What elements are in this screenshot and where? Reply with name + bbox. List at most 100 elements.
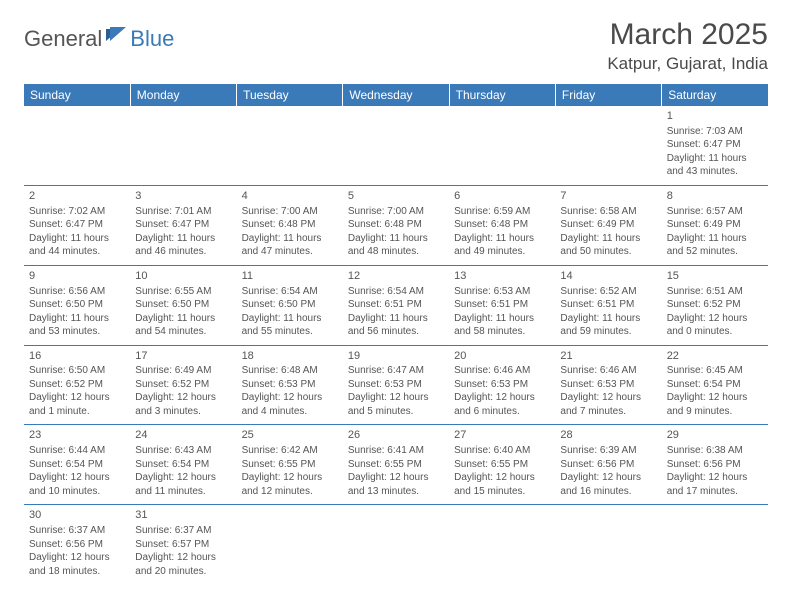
calendar-cell: 27Sunrise: 6:40 AMSunset: 6:55 PMDayligh… xyxy=(449,425,555,505)
logo: General Blue xyxy=(24,26,174,52)
sunrise-line: Sunrise: 6:41 AM xyxy=(348,444,444,458)
calendar-cell: 20Sunrise: 6:46 AMSunset: 6:53 PMDayligh… xyxy=(449,345,555,425)
sunset-line: Sunset: 6:49 PM xyxy=(667,218,763,232)
daylight-line: Daylight: 11 hours and 48 minutes. xyxy=(348,232,444,259)
sunset-line: Sunset: 6:52 PM xyxy=(667,298,763,312)
sunrise-line: Sunrise: 6:47 AM xyxy=(348,364,444,378)
calendar-cell: 4Sunrise: 7:00 AMSunset: 6:48 PMDaylight… xyxy=(237,185,343,265)
day-number: 31 xyxy=(135,508,231,523)
sunrise-line: Sunrise: 6:52 AM xyxy=(560,285,656,299)
sunrise-line: Sunrise: 6:56 AM xyxy=(29,285,125,299)
sunset-line: Sunset: 6:55 PM xyxy=(348,458,444,472)
location-label: Katpur, Gujarat, India xyxy=(607,54,768,74)
calendar-cell xyxy=(555,106,661,185)
daylight-line: Daylight: 11 hours and 52 minutes. xyxy=(667,232,763,259)
day-number: 24 xyxy=(135,428,231,443)
calendar-cell: 7Sunrise: 6:58 AMSunset: 6:49 PMDaylight… xyxy=(555,185,661,265)
daylight-line: Daylight: 12 hours and 17 minutes. xyxy=(667,471,763,498)
day-number: 21 xyxy=(560,349,656,364)
sunrise-line: Sunrise: 6:39 AM xyxy=(560,444,656,458)
calendar-cell: 16Sunrise: 6:50 AMSunset: 6:52 PMDayligh… xyxy=(24,345,130,425)
day-number: 16 xyxy=(29,349,125,364)
daylight-line: Daylight: 12 hours and 12 minutes. xyxy=(242,471,338,498)
calendar-cell: 6Sunrise: 6:59 AMSunset: 6:48 PMDaylight… xyxy=(449,185,555,265)
day-number: 10 xyxy=(135,269,231,284)
daylight-line: Daylight: 11 hours and 50 minutes. xyxy=(560,232,656,259)
sunrise-line: Sunrise: 7:00 AM xyxy=(242,205,338,219)
weekday-header: Wednesday xyxy=(343,84,449,106)
sunset-line: Sunset: 6:51 PM xyxy=(560,298,656,312)
sunset-line: Sunset: 6:53 PM xyxy=(454,378,550,392)
sunrise-line: Sunrise: 6:53 AM xyxy=(454,285,550,299)
calendar-cell: 15Sunrise: 6:51 AMSunset: 6:52 PMDayligh… xyxy=(662,265,768,345)
page-title: March 2025 xyxy=(607,18,768,52)
daylight-line: Daylight: 12 hours and 1 minute. xyxy=(29,391,125,418)
sunset-line: Sunset: 6:50 PM xyxy=(135,298,231,312)
calendar-cell xyxy=(555,505,661,584)
calendar-cell: 12Sunrise: 6:54 AMSunset: 6:51 PMDayligh… xyxy=(343,265,449,345)
calendar-cell: 24Sunrise: 6:43 AMSunset: 6:54 PMDayligh… xyxy=(130,425,236,505)
sunset-line: Sunset: 6:56 PM xyxy=(667,458,763,472)
sunrise-line: Sunrise: 6:54 AM xyxy=(242,285,338,299)
day-number: 20 xyxy=(454,349,550,364)
sunset-line: Sunset: 6:48 PM xyxy=(242,218,338,232)
day-number: 13 xyxy=(454,269,550,284)
sunrise-line: Sunrise: 6:59 AM xyxy=(454,205,550,219)
sunset-line: Sunset: 6:53 PM xyxy=(560,378,656,392)
calendar-cell: 25Sunrise: 6:42 AMSunset: 6:55 PMDayligh… xyxy=(237,425,343,505)
weekday-header: Friday xyxy=(555,84,661,106)
calendar-cell: 10Sunrise: 6:55 AMSunset: 6:50 PMDayligh… xyxy=(130,265,236,345)
day-number: 12 xyxy=(348,269,444,284)
sunset-line: Sunset: 6:55 PM xyxy=(242,458,338,472)
calendar-cell xyxy=(237,106,343,185)
sunrise-line: Sunrise: 7:03 AM xyxy=(667,125,763,139)
logo-text-blue: Blue xyxy=(130,26,174,52)
day-number: 28 xyxy=(560,428,656,443)
sunrise-line: Sunrise: 6:55 AM xyxy=(135,285,231,299)
day-number: 6 xyxy=(454,189,550,204)
day-number: 30 xyxy=(29,508,125,523)
sunrise-line: Sunrise: 6:50 AM xyxy=(29,364,125,378)
sunset-line: Sunset: 6:56 PM xyxy=(29,538,125,552)
sunrise-line: Sunrise: 7:01 AM xyxy=(135,205,231,219)
day-number: 11 xyxy=(242,269,338,284)
sunset-line: Sunset: 6:55 PM xyxy=(454,458,550,472)
calendar-cell: 23Sunrise: 6:44 AMSunset: 6:54 PMDayligh… xyxy=(24,425,130,505)
daylight-line: Daylight: 11 hours and 44 minutes. xyxy=(29,232,125,259)
calendar-cell xyxy=(343,505,449,584)
logo-flag-icon xyxy=(106,27,128,48)
sunset-line: Sunset: 6:48 PM xyxy=(454,218,550,232)
header: General Blue March 2025 Katpur, Gujarat,… xyxy=(24,18,768,74)
sunrise-line: Sunrise: 6:40 AM xyxy=(454,444,550,458)
daylight-line: Daylight: 12 hours and 9 minutes. xyxy=(667,391,763,418)
weekday-header: Saturday xyxy=(662,84,768,106)
sunrise-line: Sunrise: 6:42 AM xyxy=(242,444,338,458)
daylight-line: Daylight: 12 hours and 3 minutes. xyxy=(135,391,231,418)
calendar-cell: 1Sunrise: 7:03 AMSunset: 6:47 PMDaylight… xyxy=(662,106,768,185)
day-number: 14 xyxy=(560,269,656,284)
daylight-line: Daylight: 12 hours and 13 minutes. xyxy=(348,471,444,498)
sunrise-line: Sunrise: 6:57 AM xyxy=(667,205,763,219)
weekday-header-row: Sunday Monday Tuesday Wednesday Thursday… xyxy=(24,84,768,106)
daylight-line: Daylight: 12 hours and 11 minutes. xyxy=(135,471,231,498)
sunset-line: Sunset: 6:51 PM xyxy=(454,298,550,312)
calendar-row: 1Sunrise: 7:03 AMSunset: 6:47 PMDaylight… xyxy=(24,106,768,185)
calendar-cell: 21Sunrise: 6:46 AMSunset: 6:53 PMDayligh… xyxy=(555,345,661,425)
calendar-cell: 17Sunrise: 6:49 AMSunset: 6:52 PMDayligh… xyxy=(130,345,236,425)
sunset-line: Sunset: 6:47 PM xyxy=(667,138,763,152)
day-number: 26 xyxy=(348,428,444,443)
day-number: 17 xyxy=(135,349,231,364)
calendar-cell xyxy=(237,505,343,584)
calendar-cell: 9Sunrise: 6:56 AMSunset: 6:50 PMDaylight… xyxy=(24,265,130,345)
sunset-line: Sunset: 6:54 PM xyxy=(29,458,125,472)
calendar-cell xyxy=(449,106,555,185)
sunset-line: Sunset: 6:48 PM xyxy=(348,218,444,232)
calendar-cell: 8Sunrise: 6:57 AMSunset: 6:49 PMDaylight… xyxy=(662,185,768,265)
calendar-cell: 2Sunrise: 7:02 AMSunset: 6:47 PMDaylight… xyxy=(24,185,130,265)
calendar-cell: 5Sunrise: 7:00 AMSunset: 6:48 PMDaylight… xyxy=(343,185,449,265)
day-number: 23 xyxy=(29,428,125,443)
sunset-line: Sunset: 6:53 PM xyxy=(348,378,444,392)
day-number: 3 xyxy=(135,189,231,204)
daylight-line: Daylight: 11 hours and 54 minutes. xyxy=(135,312,231,339)
sunrise-line: Sunrise: 6:37 AM xyxy=(135,524,231,538)
